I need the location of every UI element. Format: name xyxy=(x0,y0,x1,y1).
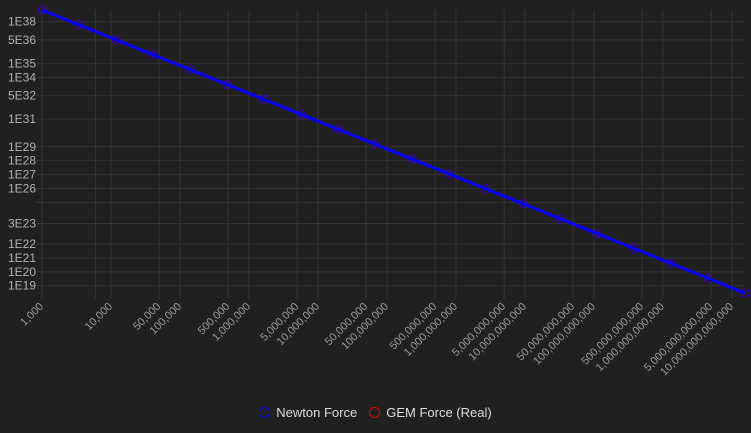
data-point xyxy=(333,124,343,134)
legend-label: GEM Force (Real) xyxy=(386,405,492,420)
y-tick-label: 1E21 xyxy=(8,251,36,265)
data-point xyxy=(185,65,195,75)
y-tick-label: 1E29 xyxy=(8,140,36,154)
data-point xyxy=(740,288,750,298)
circle-icon xyxy=(259,407,271,418)
legend-item-newton[interactable]: Newton Force xyxy=(259,405,357,420)
data-point xyxy=(703,273,713,283)
y-tick-label: 1E31 xyxy=(8,112,36,126)
data-point xyxy=(407,154,417,164)
data-point xyxy=(370,139,380,149)
data-point xyxy=(37,5,47,15)
y-tick-label: 1E38 xyxy=(8,15,36,29)
circle-icon xyxy=(369,407,381,418)
data-point xyxy=(296,109,306,119)
data-point xyxy=(74,20,84,30)
series-layer xyxy=(37,5,750,298)
y-tick-label: 1E27 xyxy=(8,168,36,182)
y-tick-label: 1E20 xyxy=(8,265,36,279)
legend-item-gem[interactable]: GEM Force (Real) xyxy=(369,405,492,420)
grid xyxy=(36,10,745,299)
y-tick-label: 1E22 xyxy=(8,237,36,251)
data-point xyxy=(222,79,232,90)
y-tick-label: 3E23 xyxy=(8,217,36,231)
data-point xyxy=(592,228,602,239)
data-point xyxy=(481,184,491,194)
data-point xyxy=(555,214,565,224)
x-tick-label: 10,000 xyxy=(83,301,115,333)
legend: Newton Force GEM Force (Real) xyxy=(0,405,751,420)
y-tick-label: 1E28 xyxy=(8,154,36,168)
data-point xyxy=(148,50,158,60)
y-tick-label: 1E34 xyxy=(8,70,36,84)
data-point xyxy=(666,258,676,268)
data-point xyxy=(111,35,121,45)
data-point xyxy=(629,243,639,254)
y-tick-label: 5E32 xyxy=(8,88,36,102)
data-point xyxy=(259,94,269,105)
y-tick-label: 1E35 xyxy=(8,56,36,70)
y-tick-label: 1E26 xyxy=(8,181,36,195)
series-line xyxy=(41,8,746,295)
data-point xyxy=(444,169,454,179)
x-tick-label: 1,000 xyxy=(18,301,46,329)
data-point xyxy=(518,199,528,209)
legend-label: Newton Force xyxy=(276,405,358,420)
y-tick-label: 5E36 xyxy=(8,33,36,47)
y-tick-label: 1E19 xyxy=(8,279,36,293)
